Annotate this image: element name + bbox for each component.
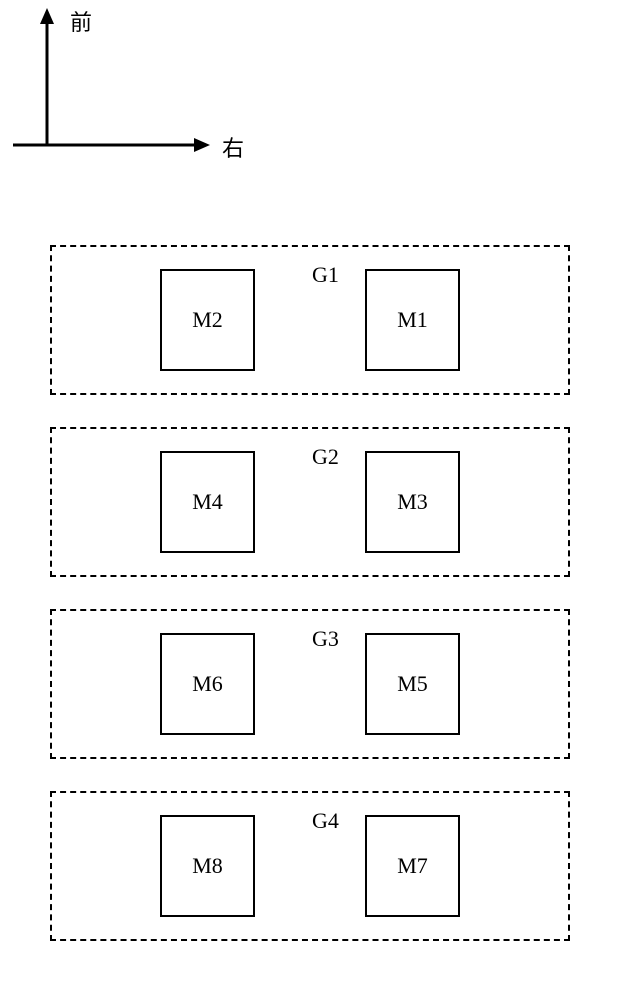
axis-label-horizontal: 右 <box>222 131 244 163</box>
module-m5: M5 <box>365 633 460 735</box>
group-label-g4: G4 <box>312 808 339 834</box>
module-m8: M8 <box>160 815 255 917</box>
group-label-g2: G2 <box>312 444 339 470</box>
axis-label-vertical: 前 <box>70 5 92 37</box>
group-label-g3: G3 <box>312 626 339 652</box>
group-g2: G2 M4 M3 <box>50 427 570 577</box>
group-label-g1: G1 <box>312 262 339 288</box>
module-m2: M2 <box>160 269 255 371</box>
module-m1: M1 <box>365 269 460 371</box>
groups-container: G1 M2 M1 G2 M4 M3 G3 M6 M5 G4 M8 M7 <box>50 245 570 941</box>
module-m7: M7 <box>365 815 460 917</box>
module-m6: M6 <box>160 633 255 735</box>
axes-svg <box>0 0 260 180</box>
group-g3: G3 M6 M5 <box>50 609 570 759</box>
group-g1: G1 M2 M1 <box>50 245 570 395</box>
group-g4: G4 M8 M7 <box>50 791 570 941</box>
module-m4: M4 <box>160 451 255 553</box>
module-m3: M3 <box>365 451 460 553</box>
